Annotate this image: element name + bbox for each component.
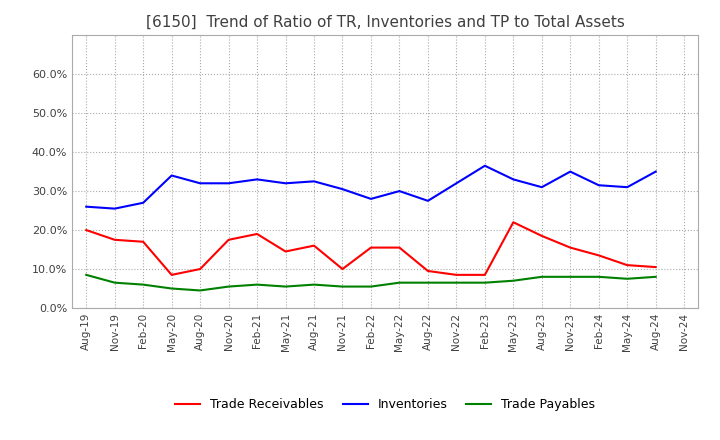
Trade Receivables	[110, 237, 119, 242]
Inventories	[366, 196, 375, 202]
Trade Receivables	[167, 272, 176, 278]
Trade Receivables	[338, 266, 347, 271]
Trade Payables	[595, 274, 603, 279]
Inventories	[338, 187, 347, 192]
Inventories	[480, 163, 489, 169]
Inventories	[652, 169, 660, 174]
Trade Payables	[139, 282, 148, 287]
Trade Payables	[566, 274, 575, 279]
Inventories	[196, 181, 204, 186]
Inventories	[110, 206, 119, 211]
Trade Receivables	[623, 263, 631, 268]
Inventories	[623, 184, 631, 190]
Inventories	[310, 179, 318, 184]
Trade Receivables	[566, 245, 575, 250]
Trade Receivables	[595, 253, 603, 258]
Trade Payables	[423, 280, 432, 285]
Trade Payables	[395, 280, 404, 285]
Inventories	[595, 183, 603, 188]
Trade Receivables	[82, 227, 91, 233]
Inventories	[225, 181, 233, 186]
Inventories	[167, 173, 176, 178]
Inventories	[566, 169, 575, 174]
Trade Receivables	[652, 264, 660, 270]
Trade Payables	[480, 280, 489, 285]
Trade Payables	[652, 274, 660, 279]
Inventories	[282, 181, 290, 186]
Trade Receivables	[452, 272, 461, 278]
Trade Payables	[509, 278, 518, 283]
Inventories	[253, 177, 261, 182]
Trade Payables	[225, 284, 233, 289]
Line: Trade Payables: Trade Payables	[86, 275, 656, 290]
Trade Payables	[366, 284, 375, 289]
Trade Receivables	[423, 268, 432, 274]
Inventories	[452, 181, 461, 186]
Trade Payables	[167, 286, 176, 291]
Trade Receivables	[537, 233, 546, 238]
Trade Payables	[253, 282, 261, 287]
Title: [6150]  Trend of Ratio of TR, Inventories and TP to Total Assets: [6150] Trend of Ratio of TR, Inventories…	[145, 15, 625, 30]
Trade Receivables	[225, 237, 233, 242]
Trade Receivables	[366, 245, 375, 250]
Trade Receivables	[310, 243, 318, 248]
Trade Payables	[82, 272, 91, 278]
Trade Receivables	[282, 249, 290, 254]
Line: Trade Receivables: Trade Receivables	[86, 222, 656, 275]
Trade Receivables	[253, 231, 261, 237]
Trade Receivables	[480, 272, 489, 278]
Inventories	[509, 177, 518, 182]
Trade Payables	[338, 284, 347, 289]
Inventories	[395, 188, 404, 194]
Trade Payables	[452, 280, 461, 285]
Trade Payables	[623, 276, 631, 282]
Trade Receivables	[509, 220, 518, 225]
Trade Payables	[537, 274, 546, 279]
Inventories	[82, 204, 91, 209]
Inventories	[139, 200, 148, 205]
Trade Payables	[110, 280, 119, 285]
Trade Receivables	[196, 266, 204, 271]
Trade Receivables	[139, 239, 148, 244]
Legend: Trade Receivables, Inventories, Trade Payables: Trade Receivables, Inventories, Trade Pa…	[170, 393, 600, 416]
Inventories	[423, 198, 432, 203]
Trade Payables	[310, 282, 318, 287]
Trade Payables	[196, 288, 204, 293]
Inventories	[537, 184, 546, 190]
Trade Payables	[282, 284, 290, 289]
Line: Inventories: Inventories	[86, 166, 656, 209]
Trade Receivables	[395, 245, 404, 250]
